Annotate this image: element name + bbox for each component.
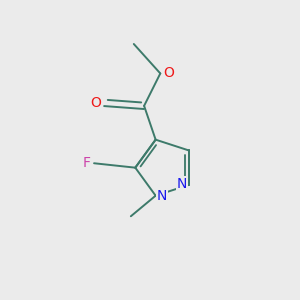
- Text: O: O: [163, 66, 174, 80]
- Text: F: F: [83, 156, 91, 170]
- Text: O: O: [91, 96, 101, 110]
- Text: N: N: [177, 176, 187, 190]
- Text: N: N: [157, 189, 167, 203]
